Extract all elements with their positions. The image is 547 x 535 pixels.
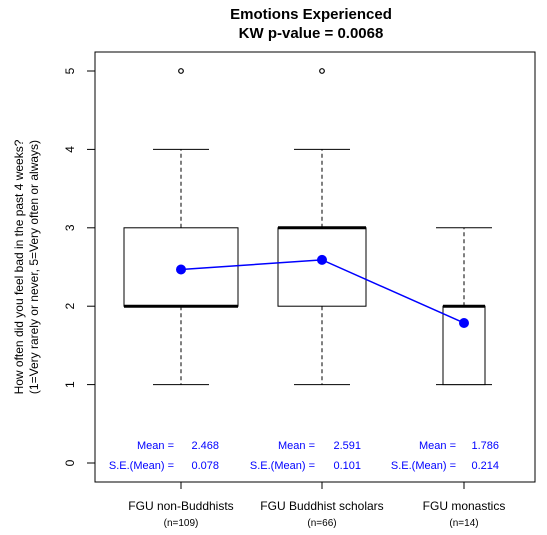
mean-label: Mean =	[137, 440, 174, 452]
mean-value: 1.786	[471, 440, 499, 452]
mean-label: Mean =	[419, 440, 456, 452]
x-n-label: (n=14)	[449, 518, 478, 529]
mean-point	[317, 254, 327, 265]
mean-label: Mean =	[278, 440, 315, 452]
y-tick-label: 1	[63, 381, 77, 388]
box-iqr	[277, 227, 367, 307]
box-3	[436, 227, 492, 386]
se-label: S.E.(Mean) =	[250, 460, 315, 472]
chart-title: Emotions Experienced	[230, 6, 392, 23]
box-iqr	[442, 305, 486, 386]
y-tick-label: 5	[63, 67, 77, 74]
box-1	[123, 68, 239, 386]
x-category-label: FGU Buddhist scholars	[260, 499, 383, 513]
mean-value: 2.591	[333, 440, 361, 452]
y-axis-title-line1: How often did you feel bad in the past 4…	[12, 139, 26, 394]
chart-subtitle: KW p-value = 0.0068	[239, 25, 384, 42]
y-tick-label: 0	[63, 459, 77, 466]
se-value: 0.078	[191, 460, 219, 472]
mean-point	[459, 317, 469, 328]
se-value: 0.101	[333, 460, 361, 472]
x-axis: FGU non-Buddhists (n=109) FGU Buddhist sch…	[128, 481, 506, 529]
x-n-label: (n=66)	[307, 518, 336, 529]
box-2	[277, 68, 367, 386]
y-tick-label: 3	[63, 224, 77, 231]
mean-series	[176, 254, 469, 328]
boxes	[123, 68, 492, 386]
mean-value: 2.468	[191, 440, 219, 452]
se-value: 0.214	[471, 460, 499, 472]
x-category-label: FGU monastics	[423, 499, 506, 513]
se-label: S.E.(Mean) =	[109, 460, 174, 472]
outlier-point	[178, 68, 184, 74]
se-label: S.E.(Mean) =	[391, 460, 456, 472]
outlier-point	[319, 68, 325, 74]
y-tick-label: 4	[63, 146, 77, 153]
mean-stats: Mean = 2.468 S.E.(Mean) = 0.078 Mean = 2.591 S…	[109, 440, 499, 472]
y-axis: 0 1 2 3 4 5	[63, 67, 96, 466]
y-tick-label: 2	[63, 303, 77, 310]
x-n-label: (n=109)	[164, 518, 199, 529]
x-category-label: FGU non-Buddhists	[128, 499, 233, 513]
y-axis-title-line2: (1=Very rarely or never, 5=Very often or…	[27, 140, 41, 394]
mean-point	[176, 264, 186, 275]
